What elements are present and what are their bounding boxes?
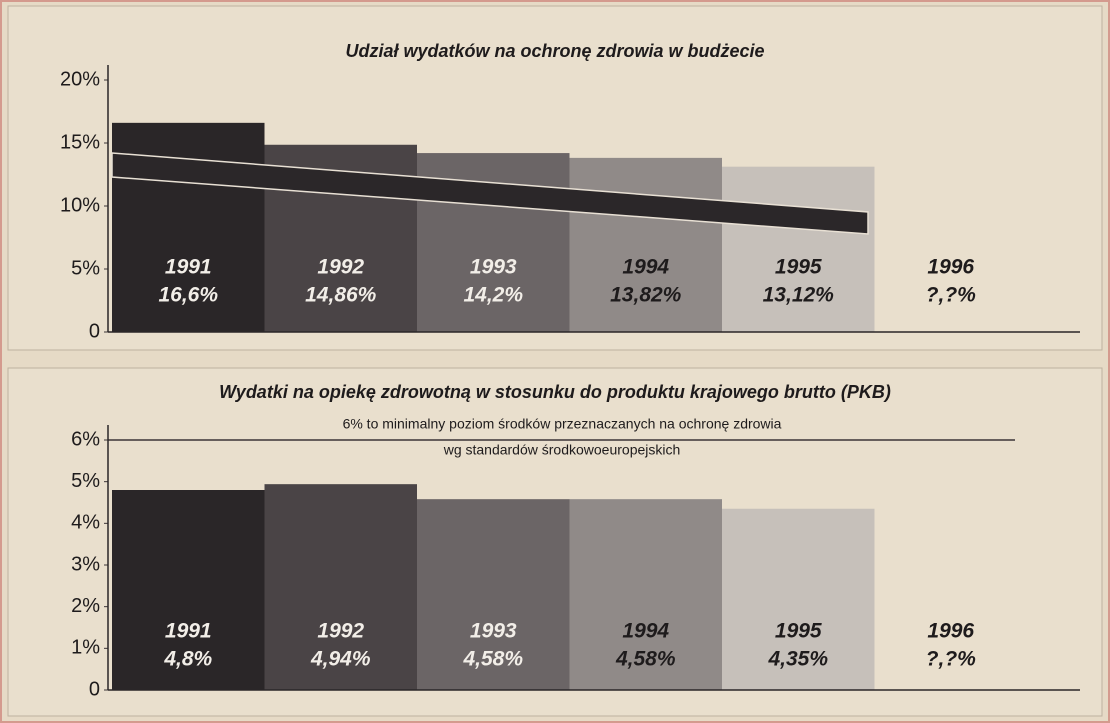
bar — [264, 484, 417, 690]
bar — [112, 490, 265, 690]
x-tick-label: 1995 — [775, 620, 822, 643]
bar — [569, 499, 722, 690]
x-tick-label: 1991 — [165, 620, 212, 643]
value-label: 14,86% — [305, 284, 377, 307]
x-tick-label: 1994 — [622, 256, 669, 279]
x-tick-label: 1996 — [927, 620, 974, 643]
y-tick-label: 1% — [71, 637, 100, 659]
x-tick-label: 1994 — [622, 620, 669, 643]
value-label: 4,58% — [462, 648, 523, 671]
annotation: 6% to minimalny poziom środków przeznacz… — [343, 416, 782, 432]
y-tick-label: 0 — [89, 678, 100, 700]
trend-band — [111, 152, 869, 235]
y-tick-label: 2% — [71, 595, 100, 617]
value-label: ?,?% — [926, 284, 976, 307]
value-label: 14,2% — [463, 284, 523, 307]
bar — [417, 499, 570, 690]
value-label: 4,8% — [163, 648, 212, 671]
y-tick-label: 10% — [60, 194, 100, 216]
value-label: 13,82% — [610, 284, 682, 307]
bar — [722, 166, 875, 332]
x-tick-label: 1992 — [317, 620, 364, 643]
chart-title: Udział wydatków na ochronę zdrowia w bud… — [345, 41, 764, 61]
value-label: 16,6% — [158, 284, 218, 307]
value-label: ?,?% — [926, 648, 976, 671]
chart: Wydatki na opiekę zdrowotną w stosunku d… — [71, 382, 1080, 700]
value-label: 4,35% — [767, 648, 828, 671]
y-tick-label: 5% — [71, 470, 100, 492]
y-tick-label: 4% — [71, 512, 100, 534]
x-tick-label: 1991 — [165, 256, 212, 279]
chart-title: Wydatki na opiekę zdrowotną w stosunku d… — [219, 382, 891, 402]
value-label: 4,94% — [310, 648, 371, 671]
x-tick-label: 1995 — [775, 256, 822, 279]
x-tick-label: 1996 — [927, 256, 974, 279]
y-tick-label: 0 — [89, 320, 100, 342]
y-tick-label: 6% — [71, 428, 100, 450]
y-tick-label: 20% — [60, 68, 100, 90]
annotation: wg standardów środkowoeuropejskich — [443, 442, 681, 458]
bar — [722, 508, 875, 690]
y-tick-label: 15% — [60, 131, 100, 153]
value-label: 4,58% — [615, 648, 676, 671]
x-tick-label: 1993 — [470, 620, 517, 643]
y-tick-label: 3% — [71, 553, 100, 575]
value-label: 13,12% — [763, 284, 835, 307]
x-tick-label: 1993 — [470, 256, 517, 279]
x-tick-label: 1992 — [317, 256, 364, 279]
bar — [569, 157, 722, 332]
y-tick-label: 5% — [71, 257, 100, 279]
